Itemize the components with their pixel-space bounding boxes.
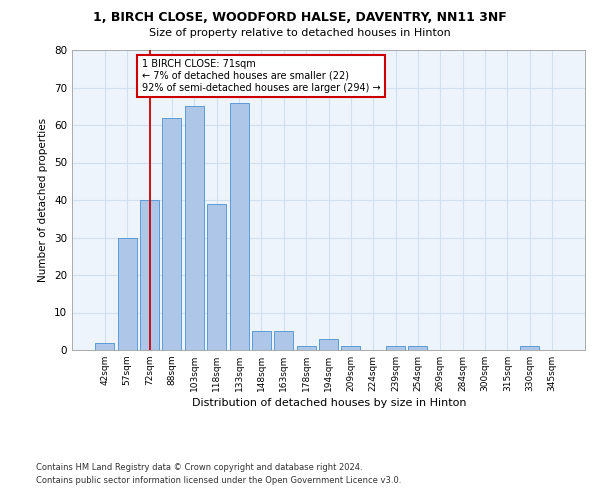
Y-axis label: Number of detached properties: Number of detached properties [38,118,49,282]
Text: Contains public sector information licensed under the Open Government Licence v3: Contains public sector information licen… [36,476,401,485]
Bar [409,346,427,350]
Bar [230,102,248,350]
Text: 1, BIRCH CLOSE, WOODFORD HALSE, DAVENTRY, NN11 3NF: 1, BIRCH CLOSE, WOODFORD HALSE, DAVENTRY… [93,11,507,24]
Bar [341,346,361,350]
Text: 1 BIRCH CLOSE: 71sqm
← 7% of detached houses are smaller (22)
92% of semi-detach: 1 BIRCH CLOSE: 71sqm ← 7% of detached ho… [142,60,380,92]
Bar [520,346,539,350]
Bar [252,331,271,350]
Bar [140,200,159,350]
Text: Distribution of detached houses by size in Hinton: Distribution of detached houses by size … [191,398,466,407]
Bar [296,346,316,350]
Bar [118,238,137,350]
Bar [319,339,338,350]
Bar [95,342,115,350]
Bar [163,118,181,350]
Bar [207,204,226,350]
Bar [386,346,405,350]
Bar [185,106,204,350]
Text: Size of property relative to detached houses in Hinton: Size of property relative to detached ho… [149,28,451,38]
Text: Contains HM Land Registry data © Crown copyright and database right 2024.: Contains HM Land Registry data © Crown c… [36,462,362,471]
Bar [274,331,293,350]
